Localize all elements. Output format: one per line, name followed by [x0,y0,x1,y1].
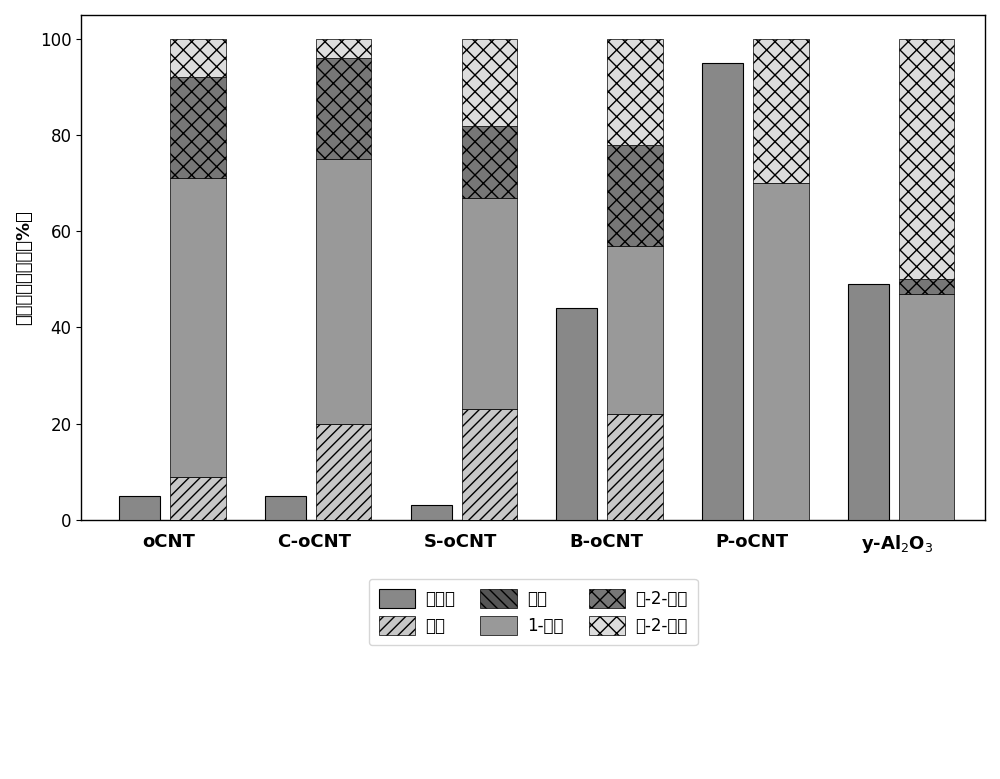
Bar [899,294,954,520]
Bar [119,495,160,520]
Bar [607,145,663,245]
Bar [170,178,226,477]
Bar [170,77,226,178]
Bar [899,280,954,294]
Bar [316,424,371,520]
Bar [462,125,517,198]
Bar [753,183,809,520]
Bar [753,39,809,183]
Bar [607,245,663,414]
Bar [170,39,226,77]
Bar [316,159,371,424]
Bar [848,284,889,520]
Bar [411,506,452,520]
Y-axis label: 转化率与选择性（%）: 转化率与选择性（%） [15,210,33,325]
Bar [899,39,954,280]
Bar [607,414,663,520]
Bar [316,39,371,58]
Bar [265,495,306,520]
Bar [462,409,517,520]
Legend: 转化率, 丁醇, 丁酸, 1-丁烯, 反-2-丁烯, 顺-2-丁烯: 转化率, 丁醇, 丁酸, 1-丁烯, 反-2-丁烯, 顺-2-丁烯 [369,579,698,646]
Bar [462,198,517,409]
Bar [702,63,743,520]
Bar [607,39,663,145]
Bar [170,477,226,520]
Bar [462,39,517,125]
Bar [556,308,597,520]
Bar [316,58,371,159]
